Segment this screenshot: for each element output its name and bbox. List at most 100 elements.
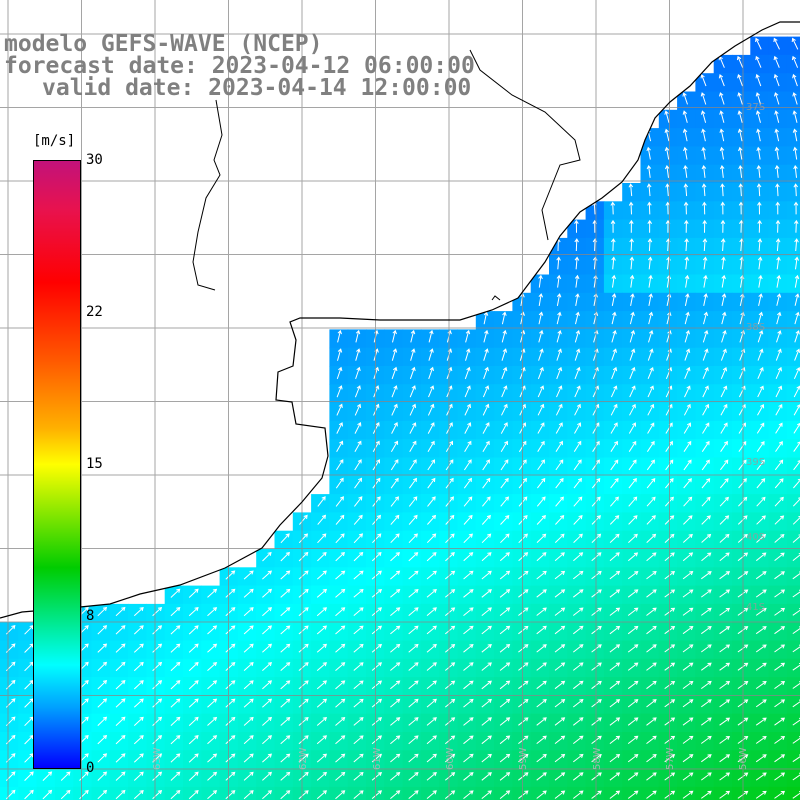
wind-arrow <box>610 459 619 471</box>
wind-arrow <box>115 643 126 653</box>
wind-arrow <box>188 588 199 598</box>
wind-arrow <box>243 680 254 690</box>
wind-arrow <box>445 533 455 544</box>
wind-arrow <box>609 625 621 635</box>
wind-arrow <box>682 571 694 580</box>
wind-arrow <box>337 329 342 343</box>
wind-cell <box>347 786 367 800</box>
wind-arrow <box>408 735 419 745</box>
wind-arrow <box>572 680 584 690</box>
wind-arrow <box>774 735 786 744</box>
wind-arrow <box>574 256 580 270</box>
wind-arrow <box>298 753 309 763</box>
wind-arrow <box>501 329 507 343</box>
wind-cell <box>54 786 74 800</box>
wind-arrow <box>426 717 437 726</box>
wind-arrow <box>554 753 566 763</box>
wind-arrow <box>609 570 621 580</box>
wind-arrow <box>188 661 199 672</box>
wind-arrow <box>737 74 743 87</box>
wind-cell <box>786 677 800 696</box>
wind-arrow <box>572 662 584 671</box>
wind-arrow <box>170 698 181 708</box>
wind-arrow <box>335 716 346 726</box>
wind-arrow <box>774 681 786 690</box>
wind-arrow <box>225 661 236 671</box>
wind-arrow <box>355 348 361 361</box>
wind-arrow <box>337 348 343 361</box>
wind-arrow <box>683 183 689 197</box>
wind-arrow <box>152 661 163 672</box>
wind-arrow <box>720 403 728 416</box>
wind-arrow <box>390 588 401 598</box>
wind-arrow <box>555 422 563 434</box>
wind-arrow <box>646 459 655 471</box>
wind-cell <box>786 73 800 93</box>
wind-arrow <box>703 293 708 307</box>
wind-arrow <box>317 551 327 562</box>
wind-arrow <box>335 753 346 763</box>
wind-arrow <box>482 477 491 489</box>
wind-arrow <box>682 772 694 781</box>
wind-arrow <box>79 771 89 781</box>
wind-arrow <box>536 533 547 543</box>
wind-arrow <box>372 440 380 453</box>
wind-cell <box>164 786 184 800</box>
wind-arrow <box>738 441 747 452</box>
wind-arrow <box>537 477 546 489</box>
wind-arrow <box>792 626 800 635</box>
wind-arrow <box>353 643 364 653</box>
wind-arrow <box>518 644 529 653</box>
wind-arrow <box>610 496 619 507</box>
wind-arrow <box>609 699 621 708</box>
wind-arrow <box>481 717 492 726</box>
wind-arrow <box>573 477 582 489</box>
wind-arrow <box>463 698 474 708</box>
wind-arrow <box>188 753 199 763</box>
wind-arrow <box>757 201 762 215</box>
wind-arrow <box>207 588 218 598</box>
wind-arrow <box>97 734 108 745</box>
wind-arrow <box>572 735 584 744</box>
wind-arrow <box>60 771 71 781</box>
wind-arrow <box>518 790 529 799</box>
wind-arrow <box>554 790 566 799</box>
wind-arrow <box>682 662 694 671</box>
wind-arrow <box>481 514 491 525</box>
wind-arrow <box>499 607 511 616</box>
wind-arrow <box>684 329 690 343</box>
wind-arrow <box>609 717 621 726</box>
wind-arrow <box>133 680 144 690</box>
wind-arrow <box>573 552 584 562</box>
wind-arrow <box>500 496 510 507</box>
wind-arrow <box>536 717 547 726</box>
wind-arrow <box>391 348 398 361</box>
wind-arrow <box>646 735 657 744</box>
wind-arrow <box>464 422 472 434</box>
wind-arrow <box>298 588 309 598</box>
wind-arrow <box>629 330 636 343</box>
river-line <box>469 49 581 241</box>
wind-arrow <box>647 348 654 361</box>
wind-arrow <box>207 625 218 635</box>
wind-arrow <box>335 790 346 800</box>
wind-arrow <box>646 164 652 178</box>
wind-arrow <box>262 588 272 598</box>
wind-arrow <box>316 643 327 653</box>
wind-arrow <box>719 110 725 123</box>
wind-arrow <box>556 311 562 325</box>
wind-arrow <box>408 588 419 598</box>
wind-cell <box>786 439 800 459</box>
wind-arrow <box>556 256 561 270</box>
wind-arrow <box>647 256 653 270</box>
wind-arrow <box>391 403 398 416</box>
wind-arrow <box>115 698 126 708</box>
wind-arrow <box>664 128 670 142</box>
wind-arrow <box>483 366 489 380</box>
wind-arrow <box>481 570 492 580</box>
wind-arrow <box>483 348 489 361</box>
wind-arrow <box>627 754 639 763</box>
wind-arrow <box>335 698 346 708</box>
wind-arrow <box>188 643 199 653</box>
wind-arrow <box>133 625 144 635</box>
